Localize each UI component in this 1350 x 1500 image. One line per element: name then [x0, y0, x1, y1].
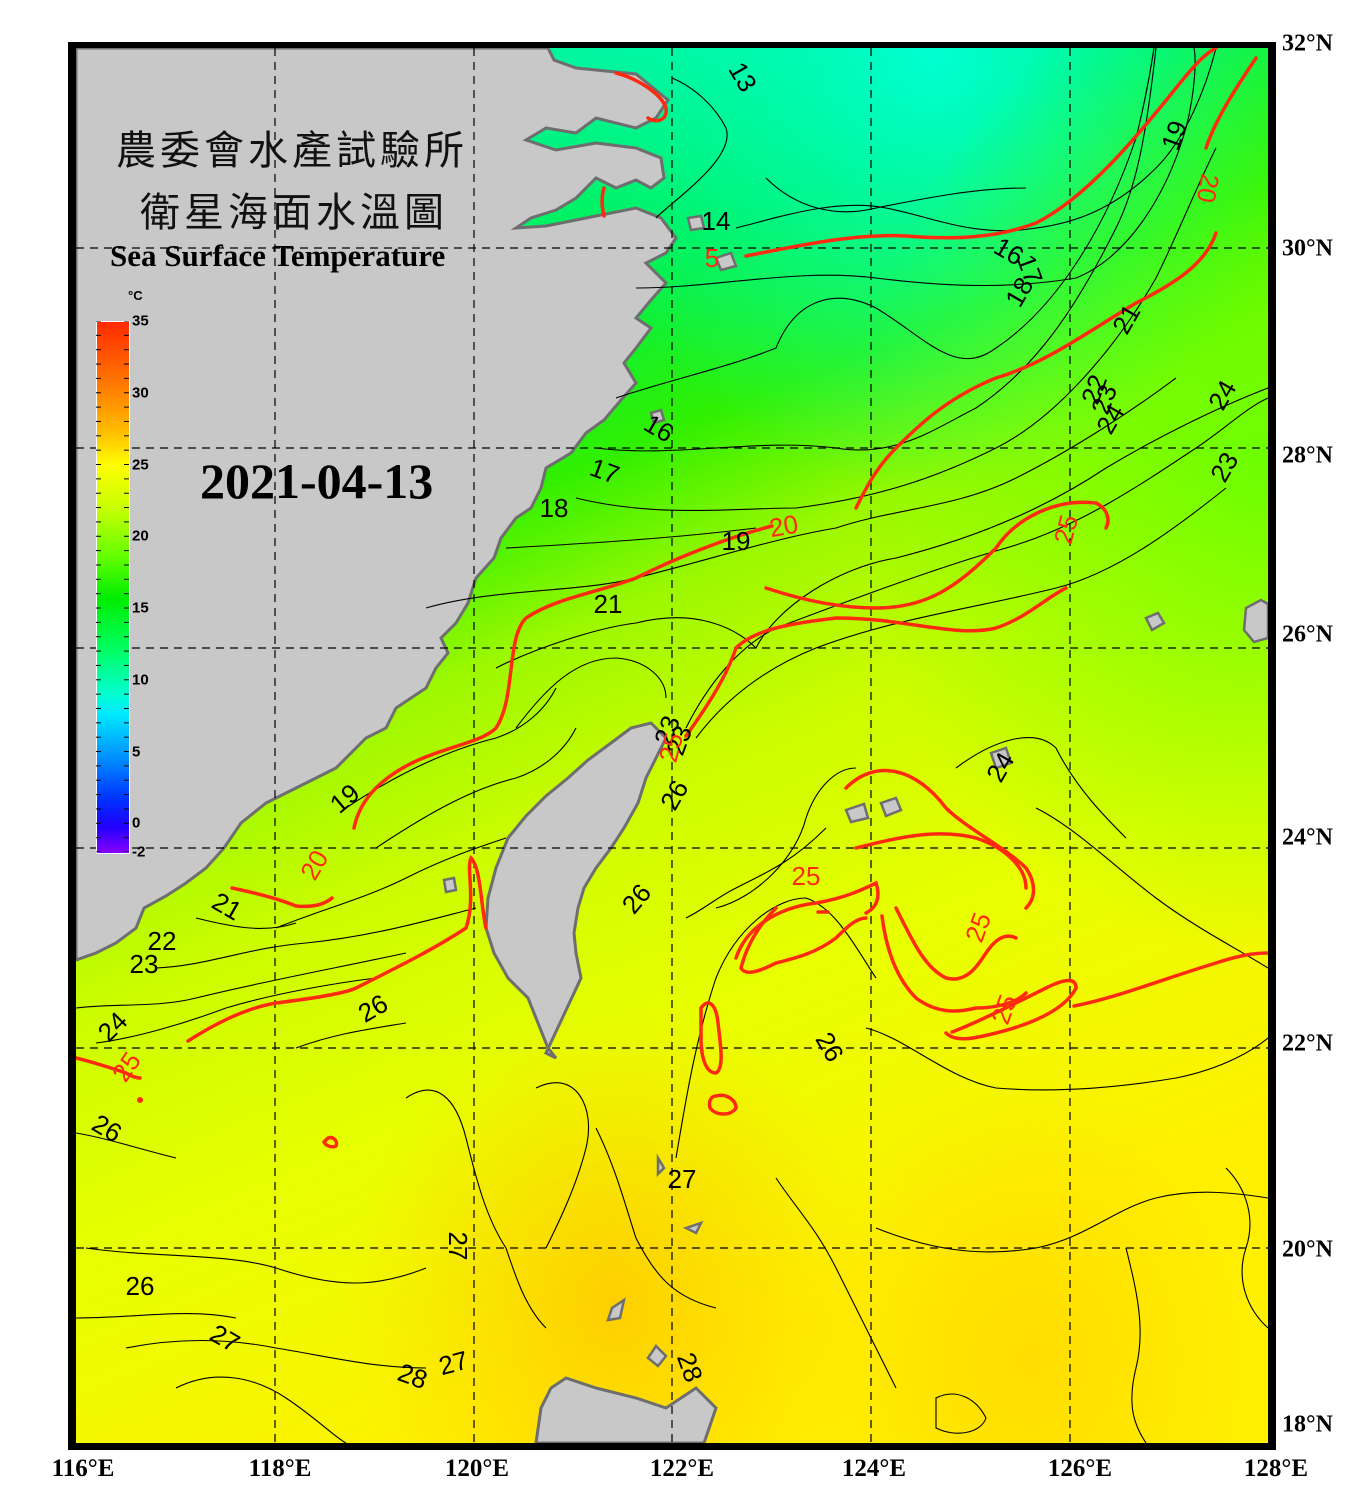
- lat-label-30n: 30°N: [1282, 235, 1333, 262]
- colorbar-tick-label: 35: [132, 312, 149, 330]
- colorbar-tick-label: 10: [132, 671, 149, 689]
- isotherm-label-black: 21: [594, 589, 623, 619]
- land-luzon: [534, 1376, 718, 1443]
- land-taiwan: [484, 721, 668, 1060]
- lon-label-118e: 118°E: [248, 1455, 312, 1482]
- lat-label-28n: 28°N: [1282, 442, 1333, 469]
- isotherm-label-red: 5: [705, 243, 719, 273]
- isotherm-label-red: 25: [792, 861, 821, 891]
- lat-label-32n: 32°N: [1282, 30, 1333, 57]
- title-chinese-line1: 農委會水產試驗所: [116, 128, 468, 174]
- lon-label-124e: 124°E: [841, 1455, 907, 1482]
- lat-label-22n: 22°N: [1282, 1030, 1333, 1057]
- lat-label-18n: 18°N: [1282, 1411, 1333, 1438]
- isotherm-label-red: 20: [767, 509, 801, 544]
- colorbar-unit: °C: [128, 288, 143, 303]
- colorbar-tick-label: 30: [132, 384, 149, 402]
- lon-label-116e: 116°E: [51, 1455, 115, 1482]
- isotherm-label-black: 23: [130, 949, 159, 979]
- isotherm-label-black: 27: [668, 1164, 697, 1194]
- isotherm-label-black: 18: [540, 493, 569, 523]
- colorbar-tick-label: -2: [132, 843, 146, 861]
- lon-label-122e: 122°E: [649, 1455, 715, 1482]
- islands: [442, 214, 1268, 1368]
- colorbar: [96, 321, 130, 854]
- isotherm-label-black: 19: [722, 526, 751, 556]
- land-mainland-china: [76, 48, 678, 962]
- lat-label-26n: 26°N: [1282, 621, 1333, 648]
- colorbar-tick-label: 5: [132, 743, 141, 761]
- isotherm-label-black: 14: [702, 206, 731, 236]
- isotherm-label-red: 20: [1191, 172, 1226, 206]
- lon-label-128e: 128°E: [1243, 1455, 1309, 1482]
- title-chinese-line2: 衛星海面水溫圖: [140, 190, 448, 236]
- isotherms-1deg: [76, 48, 1268, 1443]
- isotherm-label-black: 27: [443, 1232, 473, 1261]
- colorbar-tick-label: 15: [132, 599, 149, 617]
- colorbar-tick-label: 0: [132, 814, 141, 832]
- graticule: [76, 48, 1268, 1443]
- lon-label-120e: 120°E: [444, 1455, 510, 1482]
- lon-label-126e: 126°E: [1047, 1455, 1113, 1482]
- isotherm-label-black: 22: [148, 926, 177, 956]
- colorbar-tick-label: 20: [132, 527, 149, 545]
- lat-label-24n: 24°N: [1282, 824, 1333, 851]
- isotherms-5deg: [76, 48, 1268, 1149]
- sst-map: 1314161718192116171819212223242423232326…: [76, 48, 1268, 1443]
- lat-label-20n: 20°N: [1282, 1236, 1333, 1263]
- isotherm-label-black: 26: [126, 1271, 155, 1301]
- title-english: Sea Surface Temperature: [110, 238, 446, 273]
- date-label: 2021-04-13: [200, 453, 434, 509]
- colorbar-tick-label: 25: [132, 456, 149, 473]
